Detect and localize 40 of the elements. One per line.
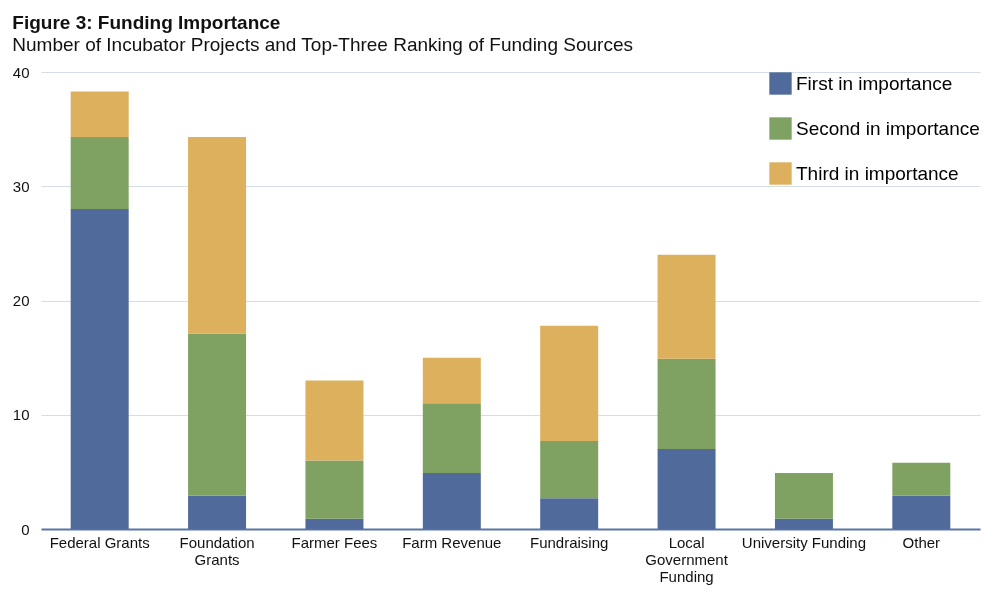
y-tick-label: 20 [12,292,30,309]
x-tick-label: Farm Revenue [402,533,502,551]
bar [422,403,481,474]
y-tick-label: 40 [12,63,30,81]
x-tick-label: Farmer Fees [291,533,378,551]
bar [305,518,364,529]
legend-label: First in importance [796,72,953,94]
chart-title: Figure 3: Funding Importance [12,12,281,33]
bar [540,441,599,499]
bar [540,325,599,442]
bar [70,91,129,138]
bar [892,462,951,496]
bar [188,333,247,496]
bar [188,495,247,529]
y-tick-label: 10 [12,406,30,424]
bar [540,498,599,529]
bar [657,358,716,450]
x-tick-label: Other [902,533,941,551]
bar [892,495,951,529]
bar [305,460,364,519]
legend-label: Second in importance [796,117,980,139]
bar [657,254,716,359]
bar [70,137,129,210]
x-tick-label: Federal Grants [49,533,150,551]
x-tick-label: University Funding [741,533,867,551]
bar [774,518,833,529]
x-tick-label: Fundraising [529,533,609,551]
bar [422,357,481,404]
bar [657,449,716,529]
bar [70,209,129,529]
legend-label: Third in importance [796,162,959,184]
chart-subtitle: Number of Incubator Projects and Top-Three Ranking of Funding Sources [12,34,633,55]
x-tick-label: Local Government Funding [645,533,729,585]
y-tick-label: 0 [21,520,30,538]
bar [305,380,364,461]
x-tick-label: Foundation Grants [179,533,255,568]
bar [188,137,247,334]
y-tick-label: 30 [12,177,30,195]
bar [774,473,833,519]
bar [422,473,481,529]
